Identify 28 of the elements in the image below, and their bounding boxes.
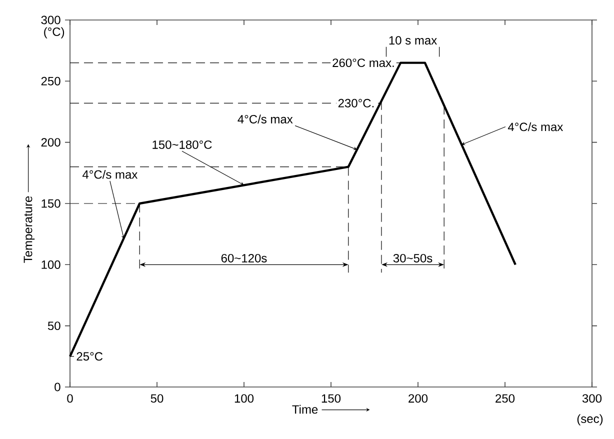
x-tick-label: 250 — [496, 394, 515, 403]
annotation: 150~180°C — [152, 140, 212, 149]
y-tick-label: 200 — [41, 138, 60, 147]
y-tick-label: 50 — [48, 322, 60, 330]
x-tick-label: 50 — [150, 394, 164, 403]
annotation: 4°C/s max — [238, 114, 293, 124]
y-tick-label: 100 — [42, 260, 60, 269]
x-tick-label: 0 — [67, 394, 73, 403]
annotation: 30~50s — [393, 254, 432, 262]
annotation: 4°C/s max — [82, 170, 138, 179]
x-axis-title: Time — [292, 404, 318, 414]
y-axis-title: Temperature — [24, 196, 35, 263]
annotation: 25°C — [76, 352, 103, 361]
annotation: 4°C/s max — [508, 122, 564, 132]
y-tick-label: 300 — [41, 16, 60, 24]
ref-line-label: 230°C. — [338, 98, 374, 108]
y-tick-label: 150 — [42, 199, 60, 208]
x-tick-label: 300 — [582, 394, 602, 403]
annotation: 60~120s — [221, 254, 267, 262]
x-tick-label: 150 — [322, 394, 341, 403]
annotation: 10 s max — [389, 36, 437, 45]
ref-line-label: 260°C max. — [332, 58, 394, 68]
y-tick-label: 250 — [41, 76, 60, 86]
text: (sec) — [577, 414, 603, 426]
text: (°C) — [44, 27, 64, 38]
x-tick-label: 200 — [408, 394, 428, 403]
y-tick-label: 0 — [54, 382, 60, 392]
x-tick-label: 100 — [234, 394, 254, 403]
